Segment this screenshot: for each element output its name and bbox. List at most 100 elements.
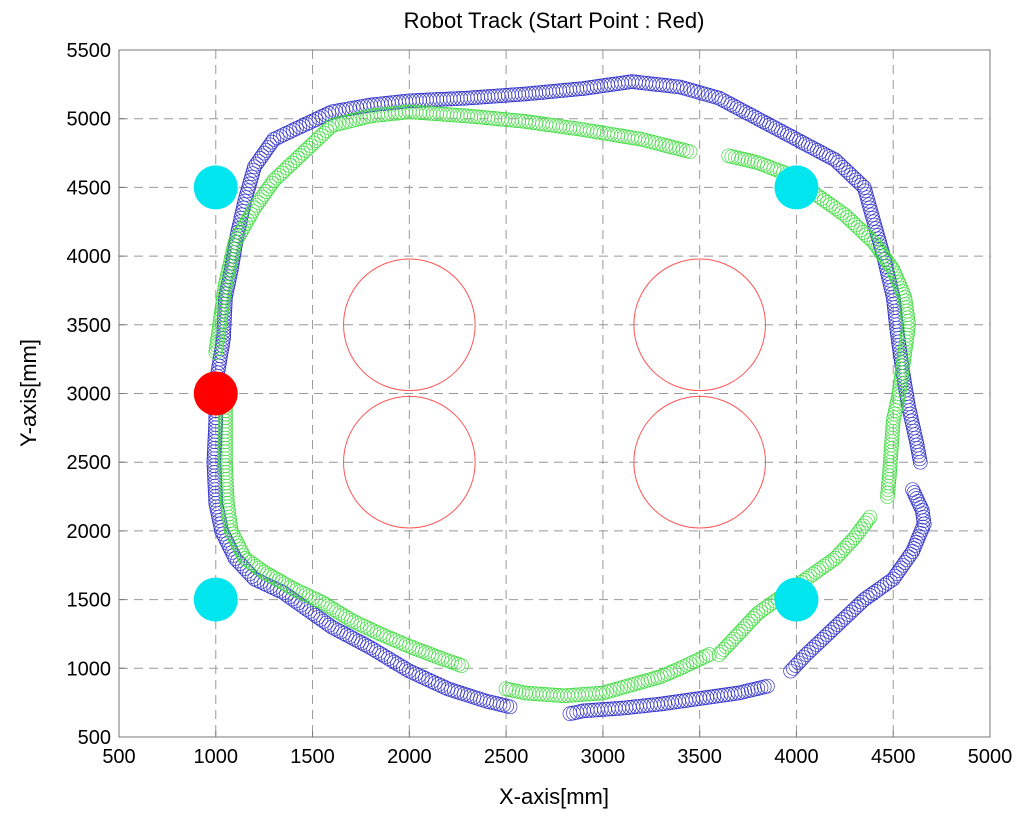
track-point bbox=[279, 125, 295, 141]
track-point bbox=[854, 594, 869, 610]
track-point bbox=[303, 138, 319, 153]
track-point bbox=[880, 489, 895, 504]
y-tick-label: 3000 bbox=[67, 384, 112, 406]
track-point bbox=[827, 551, 843, 566]
track-point bbox=[848, 172, 864, 188]
track-point bbox=[880, 575, 895, 591]
track-point bbox=[899, 552, 915, 568]
track-point bbox=[321, 106, 337, 121]
x-tick-label: 2000 bbox=[387, 746, 432, 768]
track-point bbox=[314, 109, 330, 124]
track-point bbox=[825, 552, 840, 568]
track-point bbox=[432, 92, 448, 107]
track-point bbox=[876, 248, 891, 264]
obstacle-circle bbox=[633, 395, 766, 529]
track-point bbox=[498, 681, 514, 697]
track-point bbox=[851, 175, 867, 190]
y-tick-label: 5500 bbox=[67, 40, 112, 62]
track-point bbox=[260, 181, 276, 197]
tracks bbox=[206, 74, 932, 721]
track-point bbox=[872, 243, 888, 258]
track-point bbox=[877, 577, 892, 593]
x-tick-label: 4000 bbox=[774, 746, 819, 768]
track-point bbox=[793, 652, 809, 668]
track-point bbox=[353, 617, 369, 633]
track-point bbox=[350, 615, 366, 631]
track-point bbox=[256, 186, 272, 202]
x-tick-label: 3000 bbox=[581, 746, 626, 768]
track-point bbox=[449, 91, 465, 106]
track-point bbox=[289, 121, 304, 136]
track-point bbox=[885, 571, 901, 587]
track-point bbox=[295, 585, 311, 601]
track-point bbox=[878, 251, 893, 267]
landmark-marker bbox=[774, 577, 819, 622]
x-tick-label: 500 bbox=[102, 746, 135, 768]
track-point bbox=[284, 155, 300, 171]
track-point bbox=[681, 692, 697, 708]
track-point bbox=[699, 690, 715, 705]
track-point bbox=[271, 168, 287, 183]
track-point bbox=[882, 256, 897, 272]
track-point bbox=[887, 265, 902, 281]
track-point bbox=[806, 639, 822, 655]
track-point bbox=[759, 599, 774, 615]
track-point bbox=[845, 215, 861, 230]
track-point bbox=[298, 143, 313, 158]
track-point bbox=[314, 594, 330, 610]
track-point bbox=[785, 660, 801, 676]
track-point bbox=[440, 681, 456, 697]
track-point bbox=[308, 133, 324, 148]
track-point bbox=[695, 690, 711, 706]
track-point bbox=[247, 159, 262, 175]
track-point bbox=[360, 620, 375, 636]
y-tick-label: 1500 bbox=[67, 590, 112, 612]
track-point bbox=[915, 506, 931, 522]
track-point bbox=[252, 192, 268, 208]
track-point bbox=[562, 706, 578, 721]
track-point bbox=[252, 151, 268, 166]
x-tick-label: 5000 bbox=[968, 746, 1013, 768]
track-point bbox=[434, 678, 449, 694]
track-point bbox=[805, 566, 821, 582]
track-point bbox=[431, 677, 446, 692]
track-point bbox=[385, 632, 401, 647]
track-point bbox=[791, 655, 806, 671]
track-point bbox=[881, 478, 896, 494]
track-point bbox=[292, 148, 308, 163]
track-point bbox=[825, 622, 840, 637]
track-point bbox=[660, 666, 675, 682]
track-point bbox=[916, 516, 932, 532]
track-point bbox=[308, 112, 324, 127]
track-point bbox=[305, 590, 320, 606]
track-point bbox=[389, 633, 404, 649]
track-point bbox=[254, 562, 269, 578]
track-point bbox=[392, 634, 408, 650]
track-point bbox=[249, 156, 264, 172]
track-point bbox=[893, 560, 909, 576]
y-tick-label: 2000 bbox=[67, 521, 112, 543]
track-point bbox=[308, 591, 324, 607]
track-point bbox=[247, 200, 262, 216]
track-point bbox=[672, 660, 688, 676]
track-point bbox=[858, 227, 874, 243]
track-point bbox=[830, 548, 845, 564]
y-tick-label: 500 bbox=[78, 727, 111, 749]
track-point bbox=[272, 128, 288, 144]
track-point bbox=[424, 647, 440, 663]
track-point bbox=[788, 658, 804, 673]
y-tick-label: 4500 bbox=[67, 177, 112, 199]
track-point bbox=[701, 647, 717, 662]
track-point bbox=[850, 220, 866, 235]
track-point bbox=[835, 612, 851, 627]
track-point bbox=[262, 178, 278, 194]
track-point bbox=[912, 454, 928, 470]
track-point bbox=[814, 632, 830, 647]
track-point bbox=[888, 268, 904, 284]
track-point bbox=[835, 160, 851, 175]
track-point bbox=[679, 657, 695, 673]
track-point bbox=[215, 526, 231, 542]
track-point bbox=[295, 118, 311, 133]
track-point bbox=[366, 623, 382, 639]
track-point bbox=[714, 644, 729, 660]
